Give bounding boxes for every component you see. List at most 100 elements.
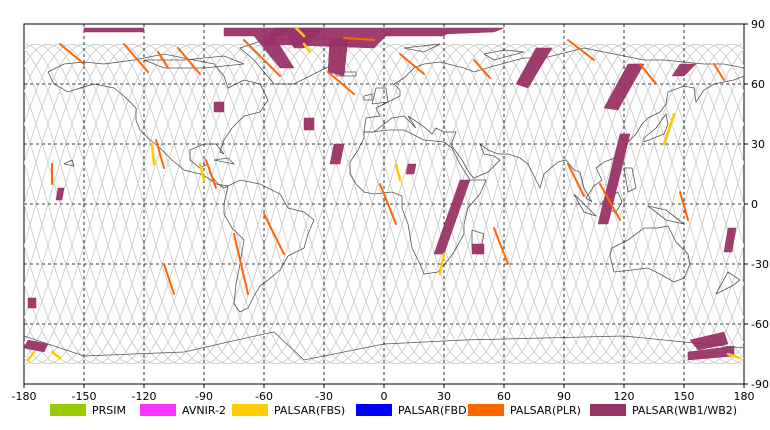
y-tick-label-5: -60 <box>751 318 769 331</box>
wb-swath-5 <box>383 27 455 37</box>
plr-track-1 <box>123 43 149 73</box>
legend-swatch-4 <box>468 404 504 416</box>
coastline-8 <box>363 93 373 101</box>
legend-swatch-5 <box>590 404 626 416</box>
plr-track-22 <box>343 37 375 41</box>
legend-item-0: PRSIM <box>50 402 126 418</box>
x-tick-label-5: -30 <box>315 390 333 403</box>
orbit-track-1-1 <box>24 43 744 365</box>
wb-swath-20 <box>723 227 737 253</box>
fbs-track-1 <box>50 350 62 360</box>
coastline-12 <box>573 193 597 217</box>
coastline-18 <box>143 55 245 69</box>
plr-track-7 <box>567 39 595 61</box>
wb-swath-16 <box>24 339 49 353</box>
plr-track-6 <box>473 59 491 79</box>
fbs-track-3 <box>294 26 306 38</box>
x-tick-label-11: 150 <box>674 390 695 403</box>
orbit-track-3-0 <box>24 43 744 365</box>
coastline-22 <box>63 159 75 167</box>
plr-track-20 <box>679 191 689 221</box>
orbit-track-1-0 <box>24 43 744 365</box>
legend-swatch-1 <box>140 404 176 416</box>
wb-swath-19 <box>471 243 485 255</box>
legend-label-1: AVNIR-2 <box>182 403 226 417</box>
coastline-15 <box>715 271 741 295</box>
wb-swath-23 <box>405 163 417 175</box>
wb-swath-13 <box>213 101 225 113</box>
plr-track-15 <box>233 233 249 295</box>
orbit-track-0-0 <box>24 43 744 365</box>
x-tick-label-4: -60 <box>255 390 273 403</box>
wb-swath-3 <box>253 35 295 69</box>
legend: PRSIM AVNIR-2 PALSAR(FBS) PALSAR(FBD) PALSAR… <box>0 400 770 422</box>
x-tick-label-12: 180 <box>734 390 755 403</box>
orbit-track-5-1 <box>24 43 744 365</box>
plr-track-21 <box>163 263 175 295</box>
legend-label-5: PALSAR(WB1/WB2) <box>632 403 738 417</box>
coastline-6 <box>24 331 744 361</box>
plr-track-4 <box>327 71 355 95</box>
orbit-track-2-1 <box>24 43 744 365</box>
orbit-track-10-1 <box>24 43 744 365</box>
legend-item-5: PALSAR(WB1/WB2) <box>590 402 737 418</box>
orbit-ground-tracks <box>24 43 744 365</box>
wb-swath-10 <box>671 63 697 77</box>
fbs-track-0 <box>26 350 36 362</box>
x-tick-label-6: 0 <box>381 390 388 403</box>
wb-swath-4 <box>327 37 349 77</box>
wb-swath-8 <box>515 47 553 89</box>
plr-track-10 <box>713 63 725 81</box>
x-tick-label-10: 120 <box>614 390 635 403</box>
legend-item-2: PALSAR(FBS) <box>232 402 345 418</box>
plr-track-18 <box>567 163 585 197</box>
plr-track-9 <box>639 63 657 85</box>
plr-track-19 <box>599 183 621 221</box>
palsar-plr-tracks <box>51 37 725 295</box>
fbs-track-7 <box>438 252 446 276</box>
orbit-track-8-1 <box>24 43 744 365</box>
wb-swath-21 <box>689 331 729 351</box>
legend-label-0: PRSIM <box>92 403 126 417</box>
legend-swatch-2 <box>232 404 268 416</box>
plr-track-14 <box>263 213 285 255</box>
y-axis-ticks: 90 60 30 0 -30 -60 -90 <box>744 18 769 391</box>
coastline-4 <box>609 225 691 283</box>
fbs-track-4 <box>302 42 312 54</box>
legend-swatch-3 <box>356 404 392 416</box>
x-tick-label-8: 60 <box>497 390 511 403</box>
coastline-7 <box>371 87 389 105</box>
coastline-17 <box>213 157 236 165</box>
legend-item-1: AVNIR-2 <box>140 402 226 418</box>
plr-track-12 <box>155 139 165 169</box>
x-tick-label-3: -90 <box>195 390 213 403</box>
wb-swath-1 <box>223 27 285 37</box>
orbit-track-4-0 <box>24 43 744 365</box>
y-tick-label-6: -90 <box>751 378 769 391</box>
y-tick-label-4: -30 <box>751 258 769 271</box>
plr-track-13 <box>205 159 217 189</box>
coastline-16 <box>623 167 637 193</box>
y-tick-label-3: 0 <box>751 198 758 211</box>
orbit-track-11-1 <box>24 43 744 365</box>
legend-label-3: PALSAR(FBD) <box>398 403 471 417</box>
orbit-track-4-1 <box>24 43 744 365</box>
orbit-track-11-0 <box>24 43 744 365</box>
coastline-19 <box>403 43 441 53</box>
plr-track-5 <box>399 53 425 75</box>
wb-swath-15 <box>27 297 37 309</box>
orbit-track-0-1 <box>24 43 744 365</box>
y-tick-label-0: 90 <box>751 18 765 31</box>
wb-swath-7 <box>83 27 145 33</box>
legend-item-4: PALSAR(PLR) <box>468 402 581 418</box>
fbs-track-9 <box>394 162 402 182</box>
orbit-track-6-0 <box>24 43 744 365</box>
x-tick-label-1: -150 <box>72 390 97 403</box>
x-axis-ticks: -180 -150 -120 -90 -60 -30 0 30 60 90 120 150 180 <box>12 384 755 403</box>
orbit-track-10-0 <box>24 43 744 365</box>
wb-swath-9 <box>603 63 645 111</box>
coastline-20 <box>483 49 525 61</box>
fbs-track-6 <box>150 142 156 166</box>
orbit-track-3-1 <box>24 43 744 365</box>
